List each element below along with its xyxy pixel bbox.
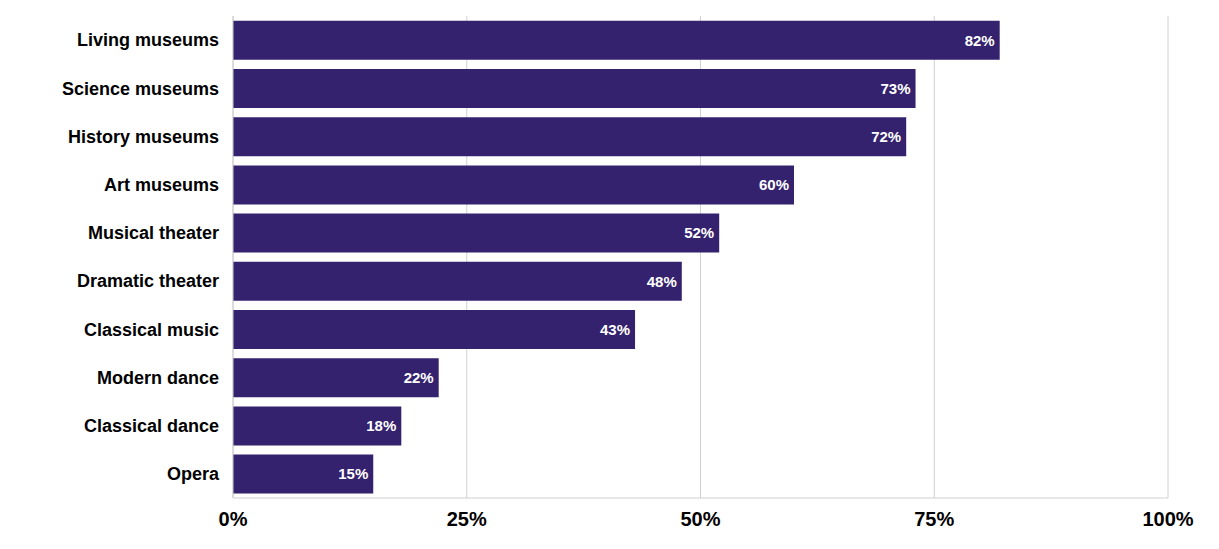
svg-text:Classical music: Classical music (84, 320, 219, 340)
svg-text:History museums: History museums (68, 127, 219, 147)
svg-text:25%: 25% (447, 508, 487, 530)
svg-text:Musical theater: Musical theater (88, 223, 219, 243)
svg-text:18%: 18% (366, 417, 396, 434)
svg-text:73%: 73% (881, 80, 911, 97)
svg-text:Modern dance: Modern dance (97, 368, 219, 388)
svg-text:100%: 100% (1142, 508, 1193, 530)
svg-text:72%: 72% (871, 128, 901, 145)
svg-text:Science museums: Science museums (62, 79, 219, 99)
svg-text:60%: 60% (759, 176, 789, 193)
svg-text:50%: 50% (680, 508, 720, 530)
svg-text:52%: 52% (684, 224, 714, 241)
svg-text:43%: 43% (600, 321, 630, 338)
svg-text:22%: 22% (404, 369, 434, 386)
svg-text:Living museums: Living museums (77, 30, 219, 50)
svg-text:82%: 82% (965, 32, 995, 49)
svg-text:Art museums: Art museums (104, 175, 219, 195)
svg-text:Dramatic theater: Dramatic theater (77, 271, 219, 291)
svg-text:0%: 0% (219, 508, 248, 530)
svg-text:15%: 15% (338, 465, 368, 482)
svg-text:48%: 48% (647, 273, 677, 290)
svg-text:75%: 75% (914, 508, 954, 530)
svg-text:Opera: Opera (167, 464, 220, 484)
svg-text:Classical dance: Classical dance (84, 416, 219, 436)
